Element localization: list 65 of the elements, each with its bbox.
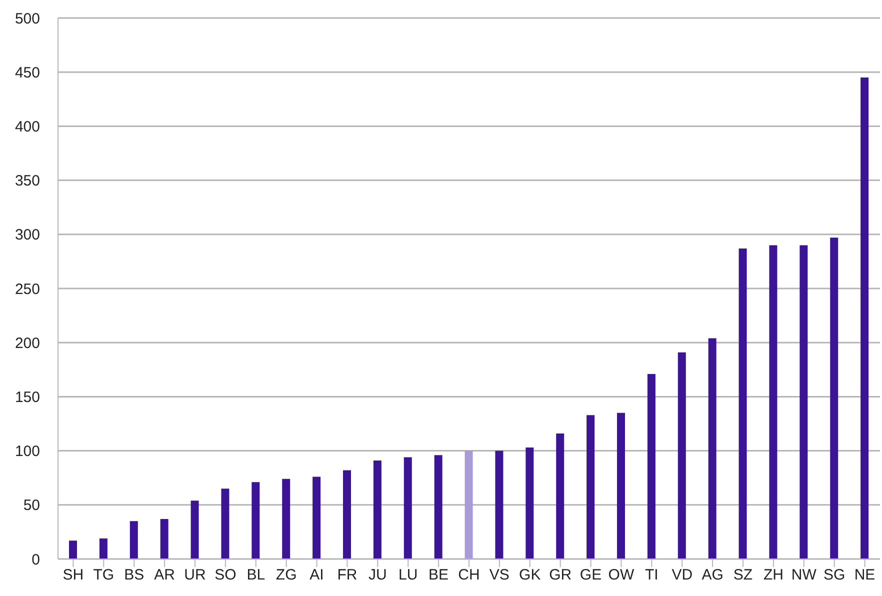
x-tick-label: TG [93, 566, 114, 584]
bar [282, 478, 290, 559]
y-tick-label: 500 [14, 10, 40, 28]
y-tick-label: 200 [14, 334, 40, 352]
x-tick-label: GK [519, 566, 541, 584]
x-tick-label: ZH [763, 566, 784, 584]
x-tick-label: BE [428, 566, 449, 584]
x-tick-label: JU [368, 566, 387, 584]
x-tick-label: TI [644, 566, 658, 584]
bar [252, 482, 260, 559]
x-tick-label: AR [154, 566, 176, 584]
bar [769, 245, 778, 559]
bar [69, 540, 77, 559]
bar [495, 450, 504, 559]
y-tick-label: 450 [14, 64, 40, 82]
x-tick-label: AI [310, 566, 324, 584]
x-tick-label: SG [823, 566, 846, 584]
bar [678, 352, 686, 559]
bar [647, 374, 656, 559]
bar [800, 245, 808, 559]
x-tick-label: VD [672, 566, 693, 584]
bar [464, 450, 473, 559]
bar [617, 412, 625, 559]
x-tick-label: SH [62, 566, 84, 584]
bar [343, 470, 351, 559]
bar [190, 500, 199, 559]
bar [221, 488, 230, 559]
y-tick-label: 400 [14, 118, 40, 136]
y-tick-label: 100 [14, 443, 40, 460]
x-tick-label: VS [489, 566, 510, 584]
bar [708, 338, 716, 559]
y-tick-label: 50 [23, 497, 40, 514]
x-tick-label: NW [791, 566, 818, 584]
x-tick-label: AG [702, 566, 724, 584]
x-tick-label: OW [608, 566, 635, 584]
x-tick-label: BL [246, 566, 266, 584]
bar [160, 518, 168, 559]
y-tick-label: 250 [14, 280, 40, 298]
x-tick-label: BS [124, 566, 144, 584]
x-tick-label: ZG [276, 566, 297, 584]
x-tick-label: CH [458, 566, 480, 584]
bar [860, 78, 869, 559]
bar [373, 460, 382, 559]
x-tick-label: SO [214, 566, 236, 584]
y-tick-label: 150 [14, 389, 40, 406]
bar [434, 455, 442, 559]
y-tick-label: 300 [14, 226, 40, 244]
bar [312, 476, 321, 559]
bar [556, 433, 564, 559]
x-tick-label: NE [854, 566, 876, 584]
x-tick-label: FR [337, 566, 358, 584]
bar [830, 238, 838, 559]
y-tick-label: 350 [14, 172, 40, 190]
x-tick-label: LU [398, 566, 418, 584]
bar [99, 538, 108, 559]
bar [130, 521, 138, 559]
bar [404, 457, 412, 559]
bar [586, 415, 595, 559]
x-tick-label: UR [184, 566, 206, 584]
x-tick-label: GE [580, 566, 602, 584]
bar [738, 248, 747, 559]
y-tick-label: 0 [32, 551, 40, 568]
x-tick-label: SZ [733, 566, 753, 584]
bar [526, 448, 534, 559]
x-tick-label: GR [549, 566, 572, 584]
